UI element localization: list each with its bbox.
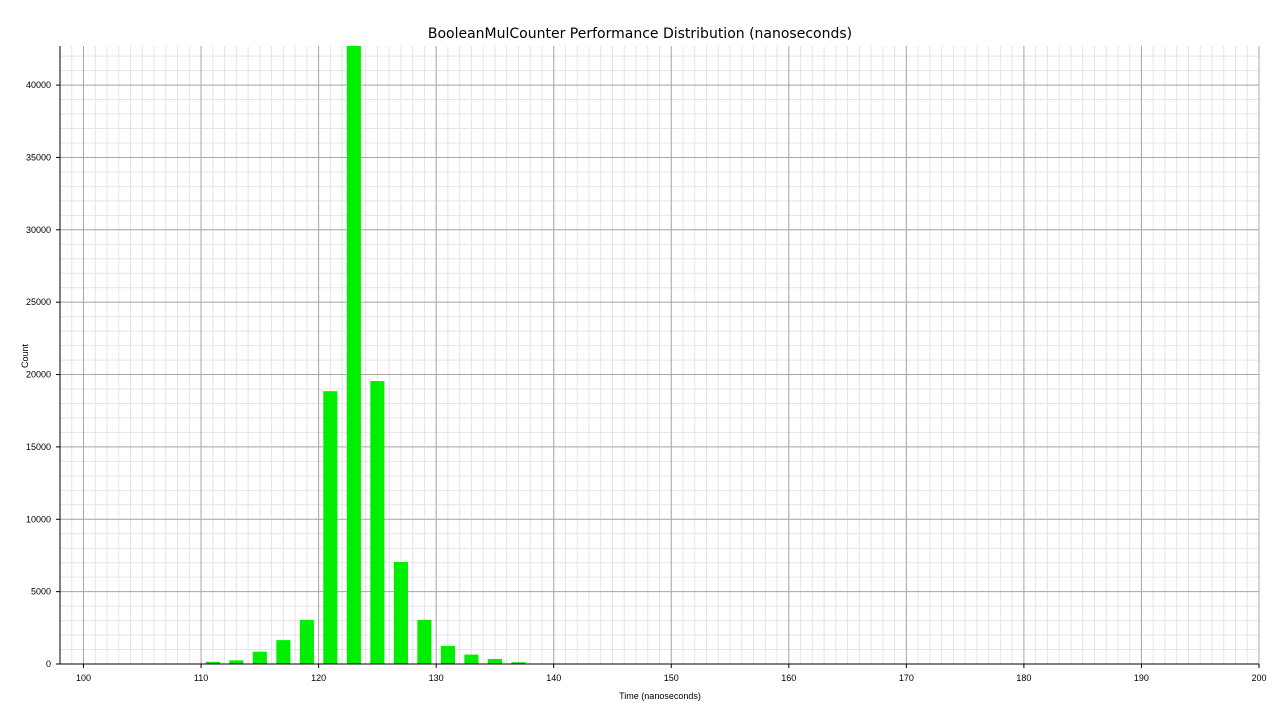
bar xyxy=(370,381,385,664)
y-tick-labels: 0 5000 10000 15000 20000 25000 30000 35000 40000 xyxy=(26,80,51,669)
x-tick-label: 100 xyxy=(76,673,91,683)
x-tick-label: 130 xyxy=(429,673,444,683)
bar xyxy=(464,654,479,664)
bar xyxy=(440,645,455,664)
bar xyxy=(229,660,244,664)
x-tick-label: 200 xyxy=(1251,673,1266,683)
y-tick-label: 30000 xyxy=(26,225,51,235)
y-tick-label: 15000 xyxy=(26,442,51,452)
y-tick-label: 25000 xyxy=(26,297,51,307)
bar xyxy=(487,658,502,664)
y-tick-label: 35000 xyxy=(26,152,51,162)
x-tick-labels: 100 110 120 130 140 150 160 170 180 190 200 xyxy=(76,673,1267,683)
x-tick-label: 170 xyxy=(899,673,914,683)
x-axis-label: Time (nanoseconds) xyxy=(619,691,701,701)
x-tick-label: 140 xyxy=(546,673,561,683)
bar xyxy=(205,661,220,664)
x-tick-label: 120 xyxy=(311,673,326,683)
y-tick-label: 10000 xyxy=(26,514,51,524)
bars xyxy=(205,46,526,664)
x-tick-label: 190 xyxy=(1134,673,1149,683)
axes xyxy=(56,46,1260,668)
bar xyxy=(299,619,314,664)
chart-title: BooleanMulCounter Performance Distributi… xyxy=(428,26,852,42)
y-axis-label: Count xyxy=(20,344,30,369)
minor-grid xyxy=(59,46,1260,665)
bar xyxy=(252,651,267,664)
y-tick-label: 0 xyxy=(46,659,51,669)
bar xyxy=(393,561,408,664)
x-tick-label: 180 xyxy=(1016,673,1031,683)
bar xyxy=(276,640,291,664)
y-tick-label: 20000 xyxy=(26,370,51,380)
x-tick-label: 150 xyxy=(664,673,679,683)
y-tick-label: 5000 xyxy=(31,587,51,597)
bar xyxy=(323,391,338,664)
bar xyxy=(511,662,526,664)
bar xyxy=(417,619,432,664)
x-tick-label: 160 xyxy=(781,673,796,683)
major-grid xyxy=(60,46,1260,665)
x-tick-label: 110 xyxy=(194,673,208,683)
bar xyxy=(346,46,361,664)
y-tick-label: 40000 xyxy=(26,80,51,90)
